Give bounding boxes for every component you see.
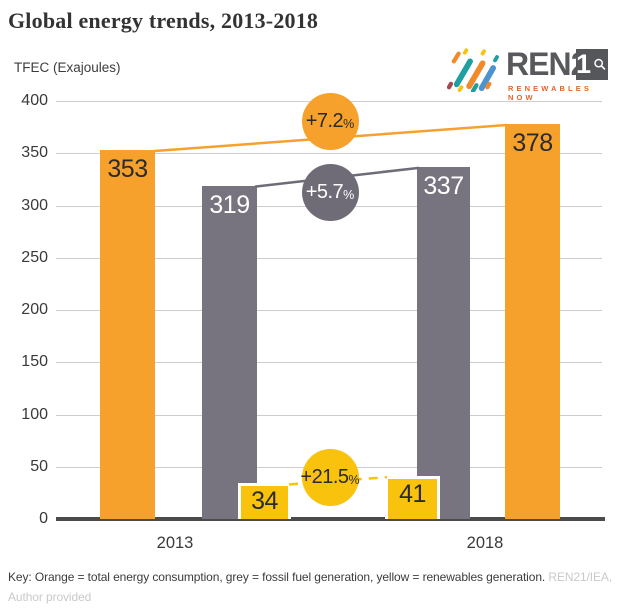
- source-credit: REN21/IEA,: [548, 570, 613, 584]
- y-axis-tick-label: 350: [21, 144, 48, 162]
- x-axis-line: [56, 517, 605, 521]
- change-badge-total: +7.2%: [301, 92, 359, 150]
- y-axis-tick-label: 150: [21, 353, 48, 371]
- y-axis-tick-label: 250: [21, 248, 48, 266]
- bar-value-label: 378: [512, 128, 553, 157]
- bar-value-label: 353: [107, 155, 148, 184]
- logo-text-overlay: 1: [576, 49, 592, 79]
- bar-value-label: 319: [209, 190, 250, 219]
- change-badge-fossil: +5.7%: [301, 163, 359, 221]
- y-axis-tick-label: 400: [21, 92, 48, 109]
- bar-renewables-2013: 34: [238, 483, 291, 519]
- figure-key: Key: Orange = total energy consumption, …: [8, 570, 546, 584]
- bar-chart: 0 50 100 150 200 250 300 350 400 353 319 34 41 337 378…: [0, 88, 636, 566]
- bar-fossil-2018: 337: [417, 166, 470, 519]
- percent-sign: %: [348, 472, 360, 487]
- logo-wordmark: REN2 1: [506, 46, 608, 82]
- gridline: [56, 310, 602, 311]
- author-credit: Author provided: [8, 590, 92, 604]
- y-axis-tick-label: 50: [30, 457, 48, 475]
- gridline: [56, 153, 602, 155]
- bar-fossil-2013: 319: [202, 185, 257, 519]
- bar-value-label: 41: [399, 480, 426, 509]
- bar-value-label: 34: [251, 487, 278, 516]
- bar-renewables-2018: 41: [385, 476, 440, 519]
- chart-title: Global energy trends, 2013-2018: [8, 8, 319, 33]
- change-badge-renewables: +21.5%: [300, 448, 360, 506]
- percent-sign: %: [343, 116, 355, 131]
- logo-text: REN2: [506, 46, 588, 82]
- zoom-button[interactable]: 1: [576, 49, 608, 80]
- percent-sign: %: [343, 187, 355, 202]
- ren21-logo-mark-icon: [446, 48, 499, 92]
- x-axis-label-2013: 2013: [156, 534, 194, 552]
- x-axis-label-2018: 2018: [466, 534, 504, 552]
- ren21-logo: REN2 1 RENEWABLES NOW: [444, 44, 616, 102]
- bar-total-2013: 353: [100, 150, 155, 519]
- magnifier-icon: [594, 58, 606, 71]
- change-value: +7.2: [305, 109, 344, 132]
- gridline: [56, 257, 602, 259]
- bar-total-2018: 378: [505, 123, 560, 519]
- y-axis-tick-label: 300: [21, 196, 48, 214]
- change-value: +21.5: [300, 465, 349, 488]
- y-axis-tick-label: 100: [21, 405, 48, 423]
- gridline: [56, 414, 602, 416]
- y-axis-title: TFEC (Exajoules): [14, 60, 121, 75]
- y-axis-tick-label: 200: [21, 301, 48, 318]
- bar-value-label: 337: [423, 171, 464, 200]
- logo-tagline: RENEWABLES NOW: [508, 84, 592, 102]
- change-value: +5.7: [305, 180, 344, 203]
- figure-caption: Key: Orange = total energy consumption, …: [8, 567, 634, 607]
- y-axis-tick-label: 0: [39, 510, 48, 527]
- gridline: [56, 362, 602, 364]
